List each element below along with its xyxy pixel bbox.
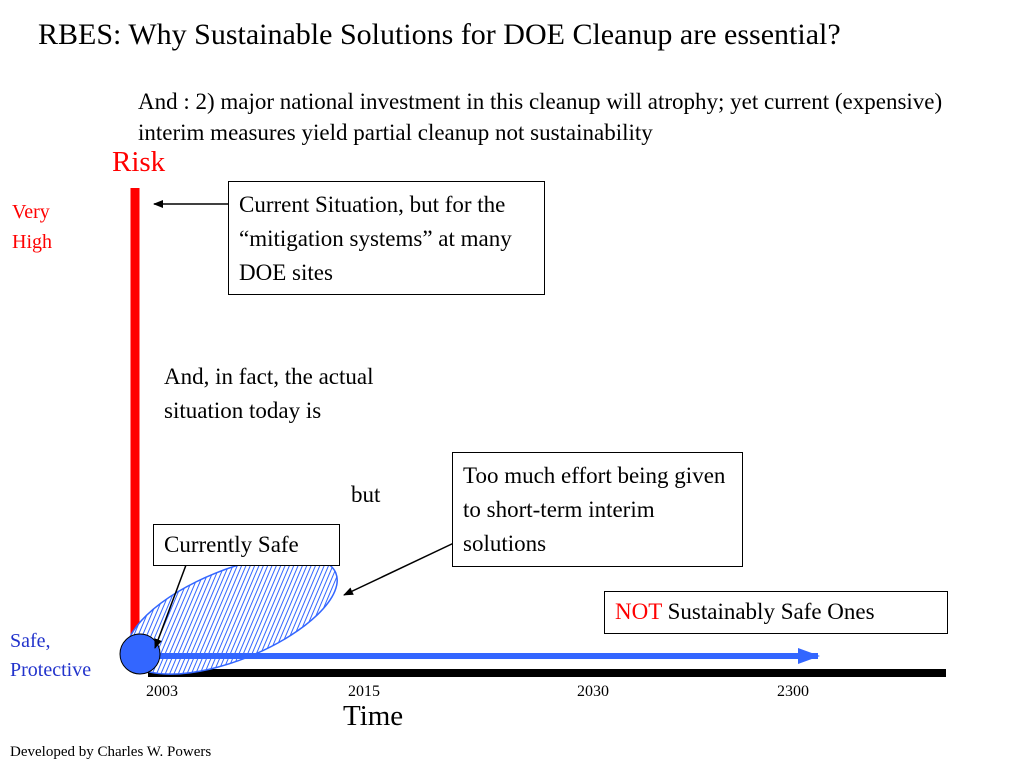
- current-situation-callout: Current Situation, but for the “mitigati…: [228, 181, 545, 295]
- but-text: but: [351, 482, 381, 507]
- not-emphasis: NOT: [615, 599, 662, 624]
- slide-subtitle: And : 2) major national investment in th…: [138, 89, 943, 145]
- slide-title: RBES: Why Sustainable Solutions for DOE …: [38, 18, 841, 51]
- x-tick-2003: 2003: [146, 683, 178, 700]
- too-much-effort-callout: Too much effort being given to short-ter…: [452, 452, 743, 567]
- x-tick-2030: 2030: [577, 683, 609, 700]
- safe-protective-label: Safe, Protective: [10, 630, 92, 681]
- effort-pointer: [343, 541, 457, 596]
- very-high-label: Very High: [12, 201, 52, 253]
- x-tick-2015: 2015: [348, 683, 380, 700]
- x-tick-2300: 2300: [777, 683, 809, 700]
- sustainably-safe-text: Sustainably Safe Ones: [661, 599, 875, 624]
- time-axis-label: Time: [343, 700, 404, 732]
- risk-axis-label: Risk: [112, 146, 166, 178]
- origin-dot: [119, 633, 161, 675]
- currently-safe-callout: Currently Safe: [153, 524, 340, 566]
- author-credit: Developed by Charles W. Powers: [10, 744, 212, 760]
- actual-situation-text: And, in fact, the actual situation today…: [164, 364, 374, 423]
- currently-safe-pointer: [154, 564, 187, 649]
- not-sustainably-safe-callout: NOT Sustainably Safe Ones: [604, 591, 948, 634]
